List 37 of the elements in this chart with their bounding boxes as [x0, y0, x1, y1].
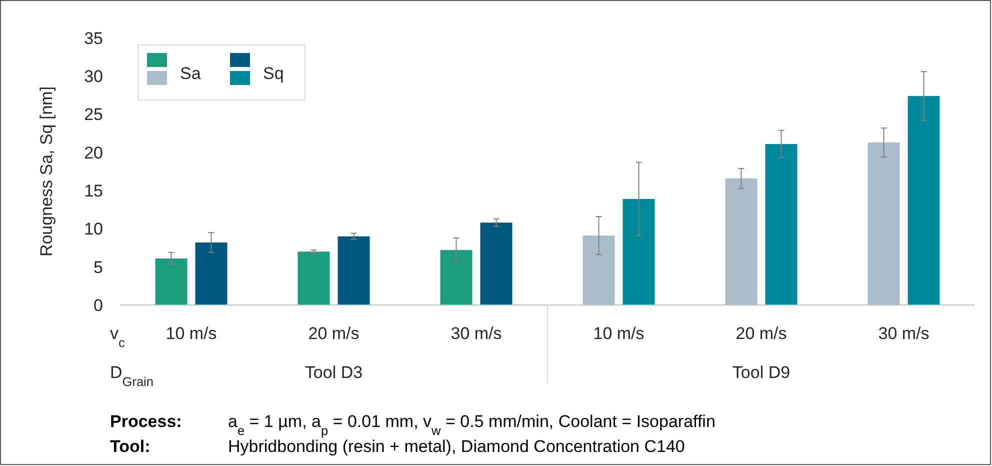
y-tick-label: 15: [84, 182, 103, 201]
bar: [725, 178, 758, 305]
x-tick-label: 10 m/s: [166, 324, 217, 343]
x-tick-label: 30 m/s: [878, 324, 930, 343]
text: Tool D3: [304, 363, 363, 382]
text: D$_{Grain}$: [110, 363, 154, 388]
y-tick-label: 0: [94, 296, 103, 315]
bar: [298, 252, 330, 305]
bar: [908, 96, 940, 305]
bar: [195, 242, 228, 305]
y-tick-label: 5: [94, 258, 103, 277]
bar: [622, 198, 655, 305]
y-tick-label: 20: [84, 143, 103, 162]
text: Process:: [110, 412, 182, 431]
y-tick-label: 25: [84, 105, 103, 124]
x-tick-label: 20 m/s: [308, 324, 360, 343]
bar: [868, 142, 900, 305]
bar: [338, 236, 370, 305]
y-tick-label: 10: [84, 220, 103, 239]
text: Tool D9: [732, 363, 790, 382]
text: a$_{e}$ = 1 µm, a$_{p}$ = 0.01 mm, v$_{w}$ = 0.5 mm/min, Coolant = Isoparaffin: [228, 412, 716, 438]
x-tick-label: 30 m/s: [450, 324, 502, 343]
y-axis-title: Rougness Sa, Sq [nm]: [37, 86, 56, 257]
x-tick-label: 10 m/s: [593, 324, 644, 343]
bar: [480, 222, 512, 305]
y-tick-label: 35: [84, 28, 103, 48]
legend-label: Sa: [180, 64, 202, 83]
bar: [765, 144, 798, 305]
bar: [155, 258, 188, 305]
bar: [440, 250, 472, 305]
bar: [582, 236, 615, 305]
legend-label: Sq: [263, 64, 284, 83]
x-tick-label: 20 m/s: [736, 324, 787, 343]
text: Tool:: [110, 437, 150, 456]
text: Hybridbonding (resin + metal), Diamond Concentration C140: [228, 437, 685, 456]
text: v$_{c}$: [110, 324, 126, 350]
y-tick-label: 30: [84, 67, 103, 86]
